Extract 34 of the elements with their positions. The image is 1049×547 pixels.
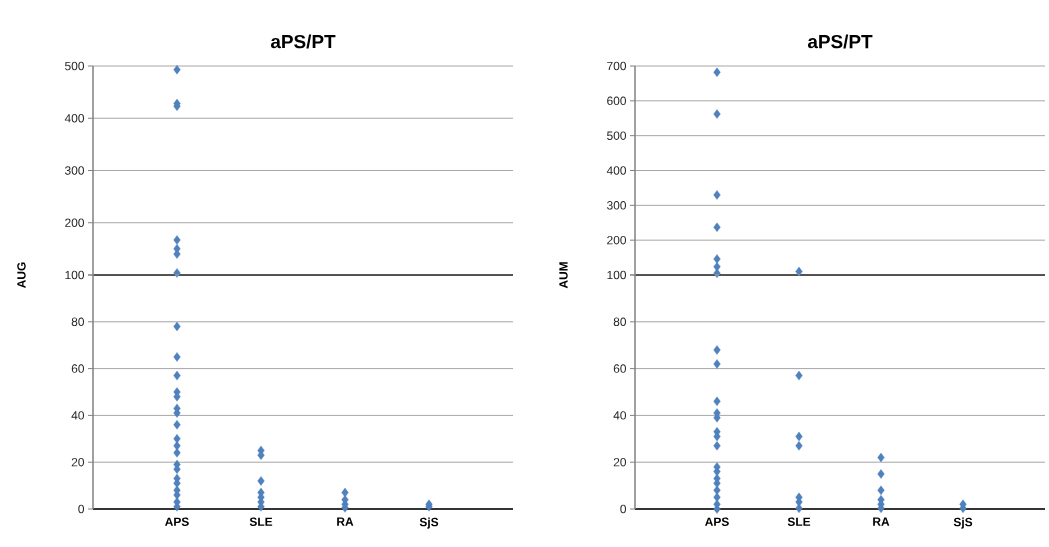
x-tick-label: SLE bbox=[787, 517, 811, 526]
x-tick-label: SjS bbox=[419, 517, 439, 529]
chart-title: aPS/PT bbox=[270, 34, 336, 49]
y-tick-label: 20 bbox=[613, 457, 627, 467]
y-tick-label: 60 bbox=[613, 364, 627, 373]
y-tick-label: 400 bbox=[64, 114, 85, 123]
x-tick-label: SjS bbox=[953, 517, 973, 529]
x-tick-label: RA bbox=[873, 517, 890, 526]
y-tick-label: 100 bbox=[65, 270, 85, 280]
y-tick-label: 300 bbox=[606, 201, 627, 210]
y-tick-label: 0 bbox=[620, 504, 627, 514]
x-tick-label: APS bbox=[165, 517, 189, 526]
y-tick-label: 80 bbox=[71, 317, 85, 327]
x-tick-label: RA bbox=[337, 517, 354, 526]
y-tick-label: 400 bbox=[606, 166, 627, 175]
y-tick-label: 40 bbox=[613, 411, 627, 420]
y-tick-label: 60 bbox=[71, 364, 85, 373]
x-tick-label: APS bbox=[705, 517, 729, 526]
y-tick-label: 200 bbox=[607, 235, 627, 245]
y-tick-label: 80 bbox=[613, 317, 627, 327]
y-tick-label: 700 bbox=[607, 61, 627, 71]
y-tick-label: 20 bbox=[71, 457, 85, 467]
y-tick-label: 0 bbox=[78, 504, 85, 514]
y-tick-label: 600 bbox=[607, 96, 627, 106]
y-axis-title: AUM bbox=[559, 262, 568, 289]
y-axis-title: AUG bbox=[17, 262, 26, 288]
chart-title: aPS/PT bbox=[807, 34, 873, 49]
y-tick-label: 200 bbox=[65, 218, 85, 227]
y-tick-label: 40 bbox=[71, 411, 85, 420]
y-tick-label: 500 bbox=[65, 61, 85, 71]
x-tick-label: SLE bbox=[249, 517, 273, 526]
y-tick-label: 500 bbox=[607, 131, 627, 140]
y-tick-label: 300 bbox=[64, 166, 85, 175]
y-tick-label: 100 bbox=[607, 270, 627, 280]
